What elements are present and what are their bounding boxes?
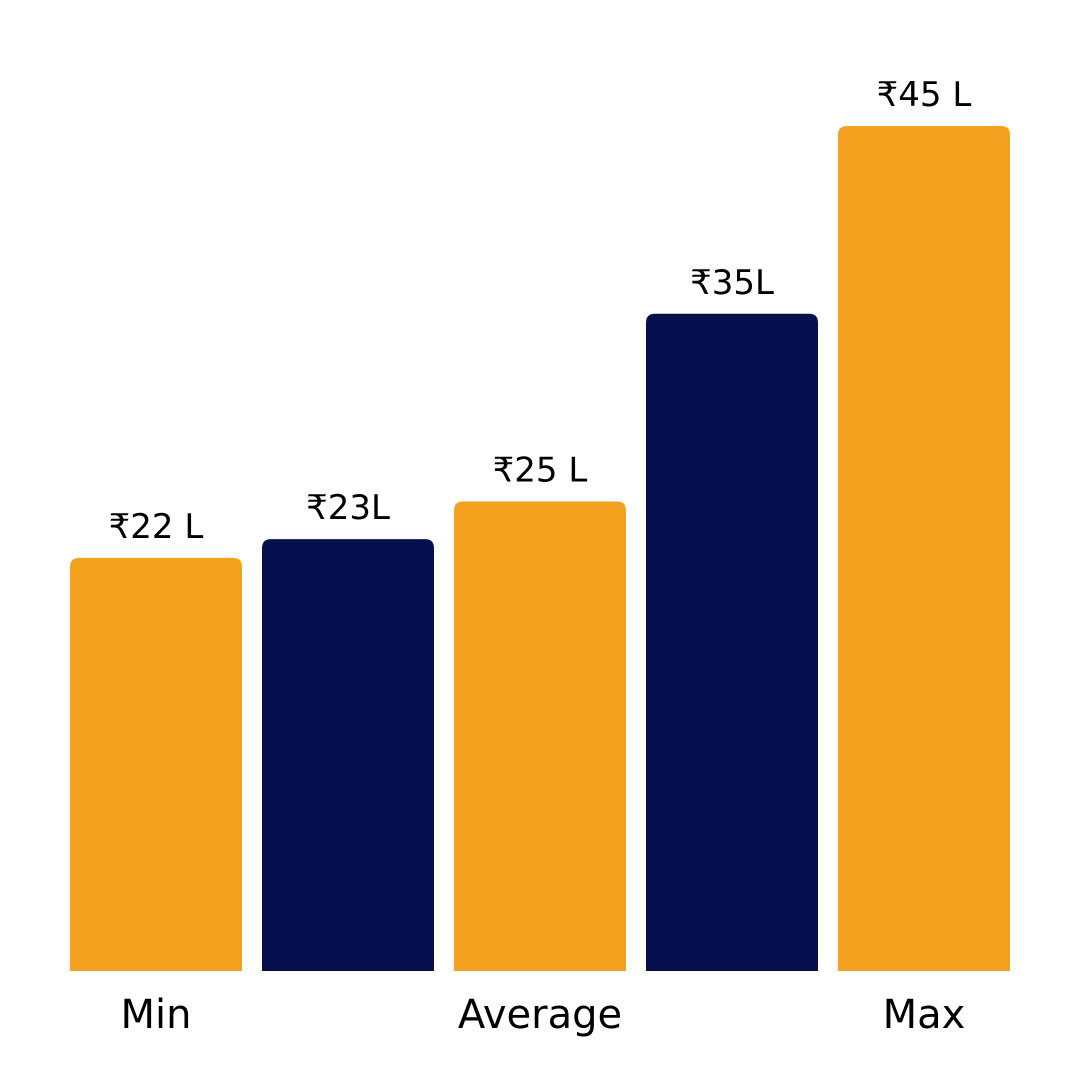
value-label: ₹25 L: [493, 451, 588, 491]
value-label: ₹35L: [690, 263, 774, 303]
bar-average: [454, 501, 626, 971]
category-label: Min: [121, 992, 192, 1038]
category-label: Average: [458, 992, 622, 1038]
value-label: ₹23L: [306, 488, 390, 528]
category-label: Max: [883, 992, 966, 1038]
bar-item-2: [262, 539, 434, 971]
bar-item-4: [646, 313, 818, 971]
bar-min: [70, 557, 242, 971]
bar-max: [838, 126, 1010, 971]
value-label: ₹45 L: [877, 75, 972, 115]
value-label: ₹22 L: [109, 507, 204, 547]
